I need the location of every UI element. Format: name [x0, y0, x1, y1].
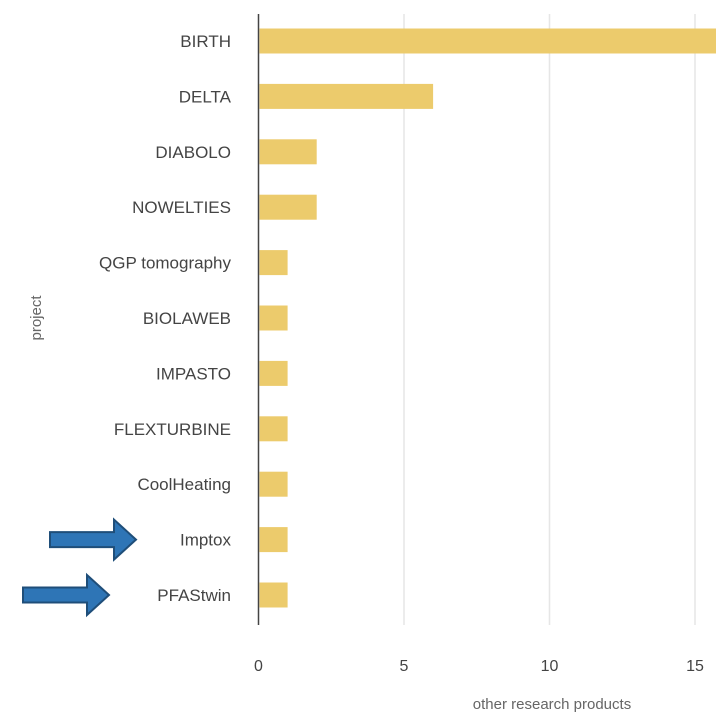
bar	[259, 416, 288, 442]
y-axis-title: project	[28, 295, 45, 341]
category-label: BIRTH	[180, 32, 231, 51]
grid-lines	[403, 14, 696, 625]
category-label: CoolHeating	[137, 475, 231, 494]
bar	[259, 527, 288, 553]
x-tick-label: 5	[400, 658, 409, 675]
arrow-icon	[22, 572, 111, 618]
bar	[259, 471, 288, 497]
bar	[259, 83, 434, 109]
x-tick-label: 10	[541, 658, 559, 675]
category-label: BIOLAWEB	[143, 309, 231, 328]
bar	[259, 139, 317, 165]
bar	[259, 194, 317, 220]
x-axis-title: other research products	[473, 696, 631, 713]
bar-series	[259, 28, 716, 608]
bar	[259, 28, 716, 54]
category-label: Imptox	[180, 531, 232, 550]
bar	[259, 582, 288, 608]
category-label: IMPASTO	[156, 364, 231, 383]
x-tick-labels: 0 5 10 15	[254, 658, 704, 675]
category-label: PFAStwin	[157, 586, 231, 605]
category-labels: BIRTH DELTA DIABOLO NOWELTIES QGP tomography…	[99, 32, 232, 605]
arrow-icon	[49, 517, 138, 562]
category-label: NOWELTIES	[132, 198, 231, 217]
annotation-arrows	[22, 517, 138, 618]
category-label: DIABOLO	[155, 143, 231, 162]
x-tick-label: 15	[686, 658, 704, 675]
category-label: FLEXTURBINE	[114, 420, 231, 439]
x-tick-label: 0	[254, 658, 263, 675]
bar	[259, 305, 288, 331]
bar	[259, 250, 288, 276]
category-label: DELTA	[179, 87, 232, 106]
category-label: QGP tomography	[99, 254, 231, 273]
bar	[259, 360, 288, 386]
